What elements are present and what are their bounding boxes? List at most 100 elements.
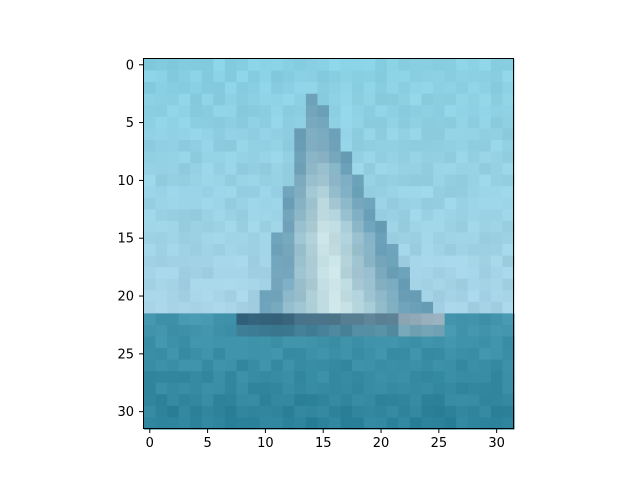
image-pixel — [502, 70, 515, 83]
image-pixel — [456, 255, 469, 268]
image-pixel — [144, 174, 157, 187]
image-pixel — [467, 116, 480, 129]
image-pixel — [386, 232, 399, 245]
image-pixel — [224, 116, 238, 129]
image-pixel — [433, 116, 446, 129]
image-pixel — [213, 232, 226, 245]
image-pixel — [479, 163, 492, 176]
image-pixel — [317, 244, 330, 257]
image-pixel — [282, 324, 295, 338]
image-pixel — [409, 59, 423, 72]
image-pixel — [456, 405, 469, 419]
image-pixel — [167, 417, 180, 430]
image-pixel — [502, 232, 515, 245]
image-pixel — [317, 209, 330, 222]
image-pixel — [259, 93, 272, 106]
image-pixel — [201, 197, 214, 210]
image-pixel — [490, 417, 504, 430]
image-pixel — [502, 336, 515, 349]
image-pixel — [236, 278, 249, 291]
image-pixel — [329, 128, 342, 141]
image-pixel — [236, 417, 249, 430]
image-pixel — [479, 116, 492, 129]
image-pixel — [340, 417, 353, 430]
image-pixel — [155, 197, 168, 210]
image-pixel — [363, 70, 376, 83]
image-pixel — [398, 82, 411, 95]
image-pixel — [352, 313, 365, 326]
image-pixel — [201, 267, 214, 280]
image-pixel — [329, 267, 342, 280]
image-pixel — [363, 324, 376, 338]
image-pixel — [190, 382, 203, 395]
image-pixel — [305, 417, 319, 430]
image-pixel — [224, 278, 238, 291]
image-pixel — [259, 244, 272, 257]
image-pixel — [467, 336, 480, 349]
image-pixel — [305, 313, 319, 326]
image-pixel — [201, 371, 214, 384]
image-pixel — [178, 105, 191, 118]
image-pixel — [490, 359, 504, 372]
image-pixel — [144, 255, 157, 268]
image-pixel — [282, 174, 295, 187]
image-pixel — [259, 163, 272, 176]
y-axis: 0 5 10 15 20 25 30 — [117, 58, 143, 420]
image-pixel — [236, 336, 249, 349]
image-pixel — [248, 139, 261, 153]
image-pixel — [502, 348, 515, 361]
image-pixel — [444, 359, 457, 372]
image-pixel — [398, 359, 411, 372]
image-pixel — [259, 290, 272, 303]
image-pixel — [352, 70, 365, 83]
image-pixel — [248, 301, 261, 314]
image-pixel — [490, 394, 504, 407]
image-pixel — [375, 209, 388, 222]
image-pixel — [294, 209, 307, 222]
image-pixel — [398, 336, 411, 349]
image-pixel — [502, 313, 515, 326]
image-pixel — [167, 324, 180, 338]
image-pixel — [490, 348, 504, 361]
image-pixel — [386, 255, 399, 268]
image-pixel — [352, 371, 365, 384]
image-pixel — [201, 209, 214, 222]
image-pixel — [144, 220, 157, 234]
image-pixel — [282, 232, 295, 245]
image-pixel — [386, 128, 399, 141]
image-pixel — [433, 255, 446, 268]
image-pixel — [305, 394, 319, 407]
image-pixel — [340, 186, 353, 199]
image-pixel — [375, 220, 388, 234]
image-pixel — [409, 186, 423, 199]
image-pixel — [386, 405, 399, 419]
image-pixel — [190, 313, 203, 326]
image-pixel — [201, 128, 214, 141]
image-pixel — [236, 324, 249, 338]
image-pixel — [444, 139, 457, 153]
image-pixel — [444, 186, 457, 199]
image-pixel — [352, 290, 365, 303]
image-pixel — [282, 116, 295, 129]
image-pixel — [190, 301, 203, 314]
image-pixel — [409, 82, 423, 95]
image-pixel — [201, 163, 214, 176]
image-pixel — [502, 82, 515, 95]
image-pixel — [490, 197, 504, 210]
image-pixel — [444, 267, 457, 280]
image-pixel — [155, 116, 168, 129]
image-pixel — [386, 417, 399, 430]
image-pixel — [190, 70, 203, 83]
image-pixel — [213, 197, 226, 210]
image-pixel — [375, 359, 388, 372]
image-pixel — [155, 70, 168, 83]
image-pixel — [305, 174, 319, 187]
image-pixel — [248, 267, 261, 280]
image-pixel — [421, 359, 434, 372]
image-pixel — [213, 139, 226, 153]
image-pixel — [305, 255, 319, 268]
image-pixel — [144, 324, 157, 338]
image-pixel — [490, 405, 504, 419]
image-pixel — [375, 151, 388, 164]
image-pixel — [167, 128, 180, 141]
